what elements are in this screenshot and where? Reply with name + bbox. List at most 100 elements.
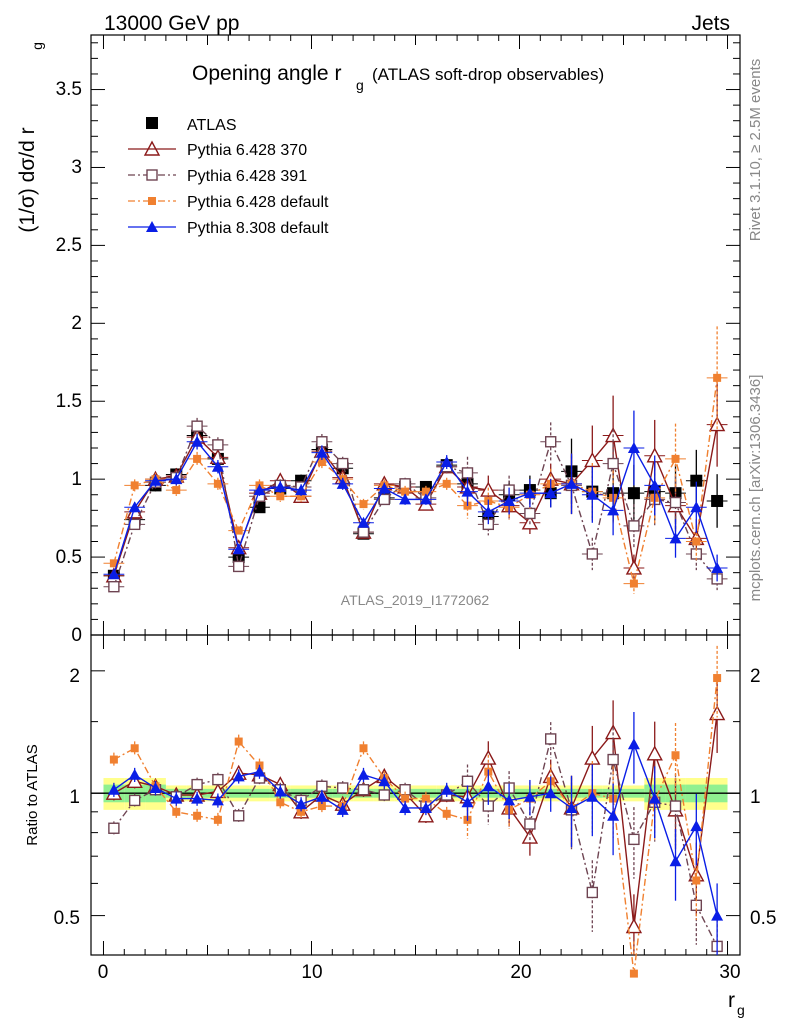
ratio-point: [295, 798, 308, 810]
ratio-point: [628, 833, 640, 846]
data-point: [628, 520, 640, 532]
ratio-point: [128, 768, 141, 780]
data-point: [669, 496, 682, 509]
legend-marker-p6def: [148, 197, 156, 205]
y-axis-title-main-sub: g: [29, 42, 45, 50]
ratio-point: [421, 794, 430, 803]
ratio-point: [461, 775, 474, 787]
data-point: [232, 560, 245, 573]
data-point: [193, 454, 202, 463]
ratio-point: [607, 809, 620, 821]
main-y-tick-label: 0: [71, 625, 82, 646]
ratio-series-line: [113, 741, 718, 916]
data-point: [629, 579, 638, 588]
data-point: [711, 561, 724, 573]
data-point: [523, 487, 536, 499]
ratio-point: [419, 801, 432, 813]
data-point: [191, 435, 204, 447]
data-point: [584, 451, 601, 468]
legend-label-p370: Pythia 6.428 370: [187, 142, 307, 159]
data-point: [212, 439, 224, 451]
analysis-watermark: ATLAS_2019_I1772062: [341, 592, 490, 608]
main-y-tick-label: 0.5: [56, 547, 82, 568]
ratio-point: [107, 783, 120, 795]
main-y-tick-label: 2.5: [56, 235, 82, 256]
ratio-point: [711, 909, 724, 921]
series-line: [113, 424, 718, 576]
axis-ticks: [91, 35, 740, 955]
y-axis-title-ratio-text: Ratio to ATLAS: [24, 744, 41, 845]
ratio-point: [378, 775, 391, 787]
data-point: [586, 488, 599, 500]
ratio-point: [482, 780, 495, 792]
data-point: [419, 493, 432, 505]
series-line: [113, 377, 718, 584]
ratio-point: [336, 782, 349, 794]
ratio-point: [544, 787, 557, 799]
ratio-point: [212, 773, 224, 786]
data-point: [565, 477, 578, 489]
data-point: [544, 487, 557, 499]
data-point: [692, 537, 701, 546]
ratio-point: [316, 780, 328, 792]
mcplots-label: mcplots.cern.ch [arXiv:1306.3436]: [747, 375, 764, 602]
series-4: [103, 410, 728, 582]
legend-marker-p8def: [146, 221, 158, 232]
ratio-point: [671, 751, 680, 760]
data-point: [648, 479, 661, 491]
ratio-point: [461, 796, 474, 808]
ratio-point: [172, 807, 181, 816]
data-point: [690, 474, 703, 487]
ratio-point: [584, 749, 601, 765]
ratio-point: [523, 790, 536, 802]
ratio-point: [646, 745, 663, 761]
data-point: [316, 436, 328, 448]
ratio-point: [690, 820, 703, 832]
data-point: [378, 482, 391, 494]
ratio-point: [378, 789, 390, 801]
data-point: [713, 373, 722, 382]
header-left: 13000 GeV pp: [104, 12, 239, 35]
ratio-point: [359, 744, 368, 753]
ratio-y-tick-label-right: 0.5: [750, 908, 776, 929]
data-point: [586, 548, 599, 560]
ratio-point: [669, 800, 682, 812]
data-point: [317, 458, 326, 467]
data-point: [336, 457, 349, 470]
ratio-point: [692, 876, 701, 885]
ratio-point: [193, 811, 202, 820]
main-panel-data: [103, 326, 728, 594]
data-point: [359, 500, 368, 509]
ratio-point: [149, 781, 162, 793]
ratio-y-tick-label-right: 2: [750, 666, 761, 687]
ratio-point: [357, 784, 370, 796]
ratio-point: [297, 807, 306, 816]
data-point: [627, 487, 640, 500]
data-point: [669, 532, 682, 544]
main-y-tick-label: 1.5: [56, 391, 82, 412]
x-tick-label: 0: [98, 962, 109, 983]
ratio-point: [627, 738, 640, 750]
ratio-point: [503, 794, 516, 806]
data-point: [128, 501, 141, 513]
data-point: [149, 474, 162, 486]
legend-label-p6def: Pythia 6.428 default: [187, 194, 329, 211]
ratio-y-tick-label-left: 1: [69, 787, 80, 808]
y-axis-title-ratio: Ratio to ATLAS: [24, 744, 41, 845]
data-point: [378, 493, 390, 506]
data-point: [482, 505, 495, 517]
data-point: [234, 526, 243, 535]
data-point: [274, 480, 287, 492]
data-point: [107, 568, 120, 580]
ratio-y-tick-label-left: 0.5: [54, 908, 80, 929]
ratio-point: [713, 674, 722, 683]
ratio-point: [213, 815, 222, 824]
ratio-series-line: [113, 677, 718, 974]
data-point: [232, 543, 245, 555]
legend-marker-p370: [143, 140, 161, 156]
header-right: Jets: [691, 12, 730, 35]
ratio-point: [317, 802, 326, 811]
legend: ATLAS Pythia 6.428 370 Pythia 6.428 391 …: [128, 117, 329, 237]
x-axis-title-sub: g: [737, 1002, 745, 1018]
